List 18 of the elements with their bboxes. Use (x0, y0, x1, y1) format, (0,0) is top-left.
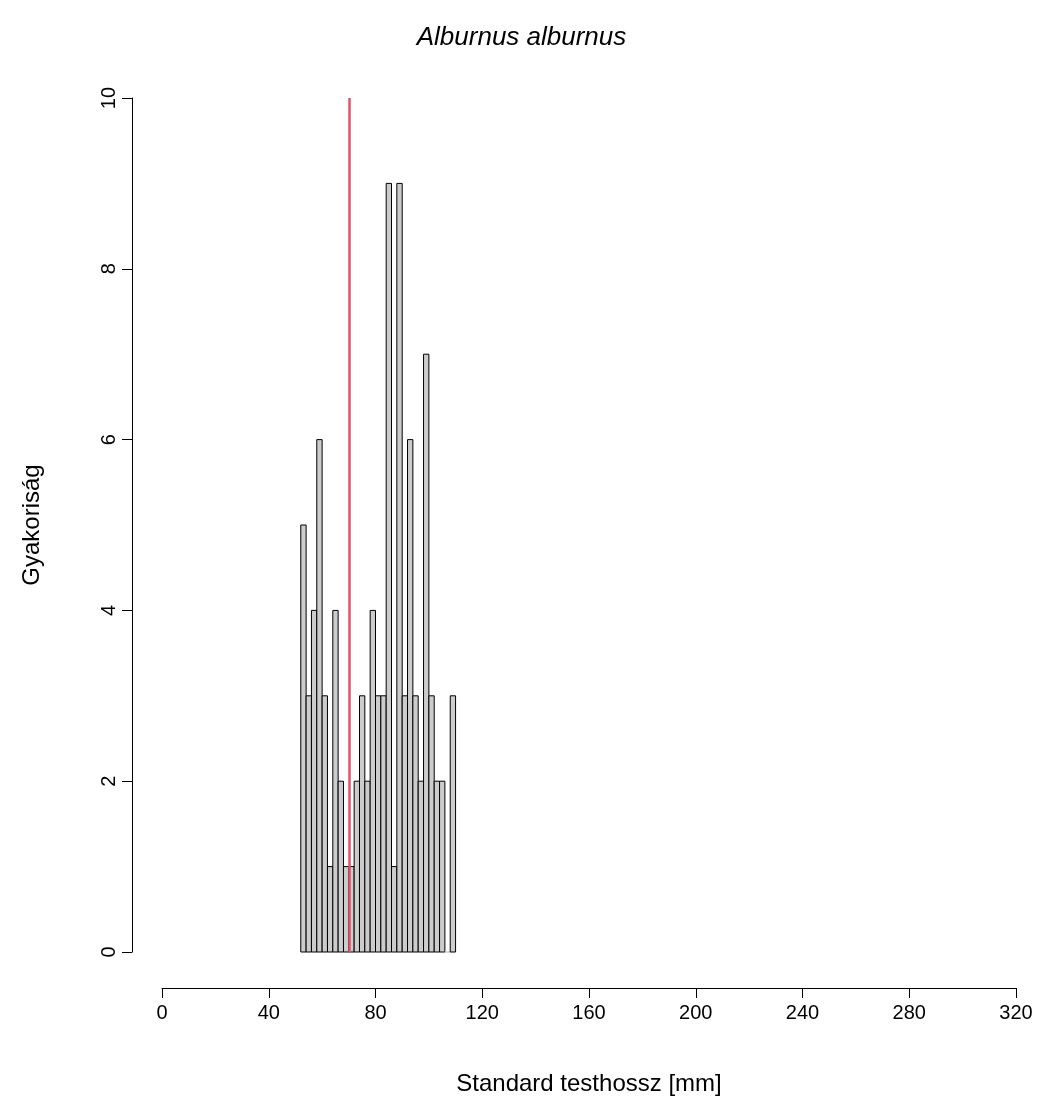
x-axis-title: Standard testhossz [mm] (456, 1068, 722, 1096)
x-tick-label: 0 (156, 1001, 168, 1023)
x-tick-label: 160 (572, 1001, 606, 1023)
x-tick-label: 80 (364, 1001, 387, 1023)
x-tick-label: 120 (465, 1001, 499, 1023)
y-tick-label: 0 (97, 946, 119, 958)
chart-title: Alburnus alburnus (414, 21, 627, 51)
x-tick-label: 280 (892, 1001, 926, 1023)
y-tick-label: 8 (97, 263, 119, 275)
y-tick-label: 4 (97, 604, 119, 616)
x-tick-label: 200 (679, 1001, 713, 1023)
x-tick-label: 40 (257, 1001, 280, 1023)
x-tick-label: 320 (999, 1001, 1033, 1023)
y-tick-label: 6 (97, 434, 119, 446)
y-tick-label: 10 (97, 86, 119, 110)
x-tick-label: 240 (785, 1001, 820, 1023)
y-tick-label: 2 (97, 775, 119, 787)
y-axis-title: Gyakoriság (16, 464, 44, 586)
